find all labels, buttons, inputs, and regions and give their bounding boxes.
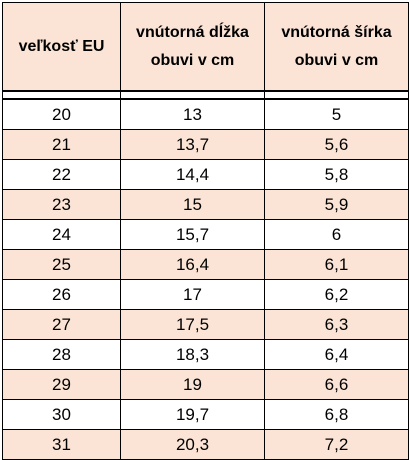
cell-inner-width: 6,8: [264, 399, 409, 430]
cell-size-eu: 31: [2, 429, 121, 460]
cell-inner-length: 17,5: [120, 309, 265, 340]
cell-size-eu: 21: [2, 129, 121, 160]
header-row: veľkosť EU vnútorná dĺžka obuvi v cm vnú…: [2, 2, 409, 92]
table-row: 26 17 6,2: [2, 279, 409, 310]
table-row: 30 19,7 6,8: [2, 399, 409, 430]
table-row: 22 14,4 5,8: [2, 159, 409, 190]
table-row: 24 15,7 6: [2, 219, 409, 250]
cell-inner-length: 19: [120, 369, 265, 400]
cell-inner-length: 18,3: [120, 339, 265, 370]
table-row: 31 20,3 7,2: [2, 429, 409, 460]
cell-size-eu: 25: [2, 249, 121, 280]
cell-inner-length: 19,7: [120, 399, 265, 430]
cell-inner-width: 6: [264, 219, 409, 250]
cell-inner-length: 17: [120, 279, 265, 310]
cell-size-eu: 28: [2, 339, 121, 370]
table-body: 20 13 5 21 13,7 5,6 22 14,4 5,8 23 15 5,9 24 15,7 6 25 1…: [2, 90, 409, 460]
cell-inner-width: 6,4: [264, 339, 409, 370]
cell-size-eu: 23: [2, 189, 121, 220]
header-inner-width: vnútorná šírka obuvi v cm: [264, 2, 409, 92]
table-row: 28 18,3 6,4: [2, 339, 409, 370]
header-separator: [2, 90, 409, 100]
cell-inner-width: 5,9: [264, 189, 409, 220]
cell-inner-length: 14,4: [120, 159, 265, 190]
cell-inner-length: 20,3: [120, 429, 265, 460]
table-row: 20 13 5: [2, 98, 409, 130]
table-row: 27 17,5 6,3: [2, 309, 409, 340]
cell-inner-width: 5: [264, 98, 409, 130]
cell-inner-width: 5,8: [264, 159, 409, 190]
table-row: 21 13,7 5,6: [2, 129, 409, 160]
header-inner-length: vnútorná dĺžka obuvi v cm: [120, 2, 265, 92]
cell-size-eu: 22: [2, 159, 121, 190]
cell-size-eu: 27: [2, 309, 121, 340]
table-row: 29 19 6,6: [2, 369, 409, 400]
cell-inner-length: 15: [120, 189, 265, 220]
cell-inner-width: 6,3: [264, 309, 409, 340]
cell-inner-width: 6,6: [264, 369, 409, 400]
cell-size-eu: 29: [2, 369, 121, 400]
cell-inner-width: 5,6: [264, 129, 409, 160]
table-row: 25 16,4 6,1: [2, 249, 409, 280]
cell-size-eu: 26: [2, 279, 121, 310]
table-row: 23 15 5,9: [2, 189, 409, 220]
header-size-eu: veľkosť EU: [2, 2, 121, 92]
cell-inner-width: 6,1: [264, 249, 409, 280]
cell-inner-width: 6,2: [264, 279, 409, 310]
cell-inner-length: 13,7: [120, 129, 265, 160]
cell-size-eu: 20: [2, 98, 121, 130]
cell-inner-length: 13: [120, 98, 265, 130]
cell-inner-length: 16,4: [120, 249, 265, 280]
cell-inner-width: 7,2: [264, 429, 409, 460]
cell-size-eu: 30: [2, 399, 121, 430]
cell-inner-length: 15,7: [120, 219, 265, 250]
cell-size-eu: 24: [2, 219, 121, 250]
